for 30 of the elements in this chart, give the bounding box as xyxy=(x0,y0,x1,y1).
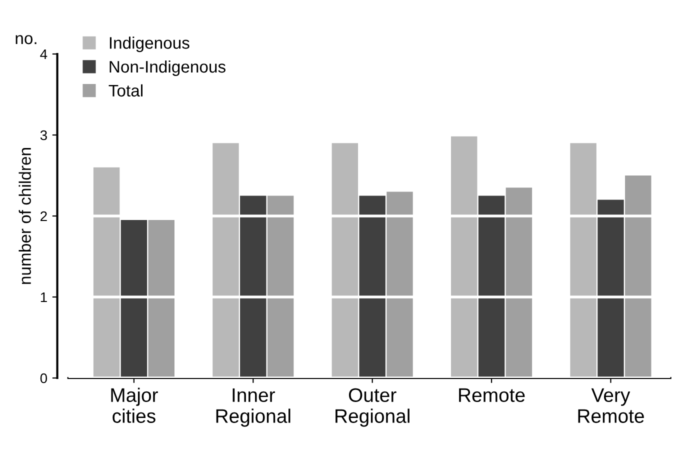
y-tick-label: 4 xyxy=(40,49,48,60)
bar xyxy=(93,167,120,378)
legend-label: Indigenous xyxy=(110,36,190,52)
x-tick-label: Remote xyxy=(459,388,525,402)
text: no. xyxy=(16,35,36,44)
bar xyxy=(148,220,174,378)
bar xyxy=(267,196,294,378)
bar xyxy=(625,176,652,378)
bar xyxy=(240,196,266,378)
bar xyxy=(451,135,478,378)
legend-label: Total xyxy=(108,84,142,97)
y-axis-title: number of children xyxy=(18,148,31,284)
x-tick-label: Very Remote xyxy=(578,388,644,423)
bar xyxy=(506,188,532,378)
x-tick-label: Inner Regional xyxy=(216,388,290,427)
bar xyxy=(212,143,239,378)
bar xyxy=(598,200,624,378)
y-tick-label: 1 xyxy=(40,292,47,302)
x-tick-label: Major cities xyxy=(111,388,158,423)
y-tick-label: 3 xyxy=(40,130,47,140)
bar xyxy=(386,192,413,378)
bar xyxy=(570,143,596,378)
bar xyxy=(120,220,148,378)
bar xyxy=(478,196,505,378)
y-tick-label: 0 xyxy=(40,373,48,384)
y-tick-label: 2 xyxy=(40,211,47,222)
x-tick-label: Outer Regional xyxy=(336,388,410,427)
bar xyxy=(332,143,358,378)
legend-label: Non-Indigenous xyxy=(110,60,226,76)
bar xyxy=(359,196,386,378)
